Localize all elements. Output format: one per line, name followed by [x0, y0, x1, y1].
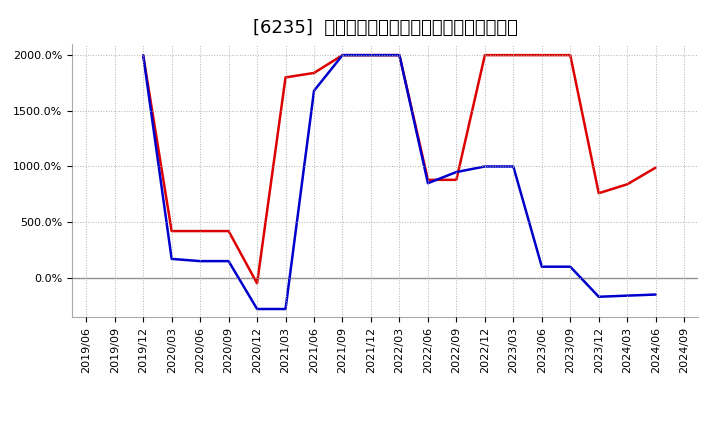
有利子負債営業CF比率 [225, 228, 233, 234]
有利子負債フリーCF比率 [253, 306, 261, 312]
有利子負債営業CF比率 [452, 177, 461, 183]
有利子負債フリーCF比率 [366, 52, 375, 58]
Legend: 有利子負債営業CF比率, 有利子負債フリーCF比率: 有利子負債営業CF比率, 有利子負債フリーCF比率 [222, 438, 548, 440]
有利子負債営業CF比率 [566, 52, 575, 58]
有利子負債営業CF比率 [480, 52, 489, 58]
有利子負債営業CF比率 [167, 228, 176, 234]
有利子負債営業CF比率 [253, 281, 261, 286]
有利子負債営業CF比率 [595, 191, 603, 196]
有利子負債フリーCF比率 [338, 52, 347, 58]
有利子負債フリーCF比率 [225, 258, 233, 264]
有利子負債フリーCF比率 [509, 164, 518, 169]
有利子負債フリーCF比率 [196, 258, 204, 264]
有利子負債営業CF比率 [423, 177, 432, 183]
有利子負債フリーCF比率 [595, 294, 603, 299]
有利子負債フリーCF比率 [395, 52, 404, 58]
Line: 有利子負債フリーCF比率: 有利子負債フリーCF比率 [143, 55, 656, 309]
有利子負債フリーCF比率 [139, 52, 148, 58]
有利子負債フリーCF比率 [423, 180, 432, 186]
有利子負債営業CF比率 [652, 165, 660, 170]
有利子負債営業CF比率 [196, 228, 204, 234]
有利子負債営業CF比率 [537, 52, 546, 58]
有利子負債営業CF比率 [139, 52, 148, 58]
Line: 有利子負債営業CF比率: 有利子負債営業CF比率 [143, 55, 656, 283]
有利子負債フリーCF比率 [452, 169, 461, 175]
有利子負債営業CF比率 [338, 52, 347, 58]
有利子負債フリーCF比率 [282, 306, 290, 312]
Title: [6235]  有利子負債キャッシュフロー比率の推移: [6235] 有利子負債キャッシュフロー比率の推移 [253, 19, 518, 37]
有利子負債営業CF比率 [310, 70, 318, 76]
有利子負債フリーCF比率 [623, 293, 631, 298]
有利子負債フリーCF比率 [566, 264, 575, 269]
有利子負債営業CF比率 [366, 52, 375, 58]
有利子負債フリーCF比率 [167, 256, 176, 261]
有利子負債フリーCF比率 [652, 292, 660, 297]
有利子負債営業CF比率 [395, 52, 404, 58]
有利子負債フリーCF比率 [480, 164, 489, 169]
有利子負債営業CF比率 [282, 75, 290, 80]
有利子負債フリーCF比率 [310, 88, 318, 93]
有利子負債営業CF比率 [509, 52, 518, 58]
有利子負債営業CF比率 [623, 182, 631, 187]
有利子負債フリーCF比率 [537, 264, 546, 269]
